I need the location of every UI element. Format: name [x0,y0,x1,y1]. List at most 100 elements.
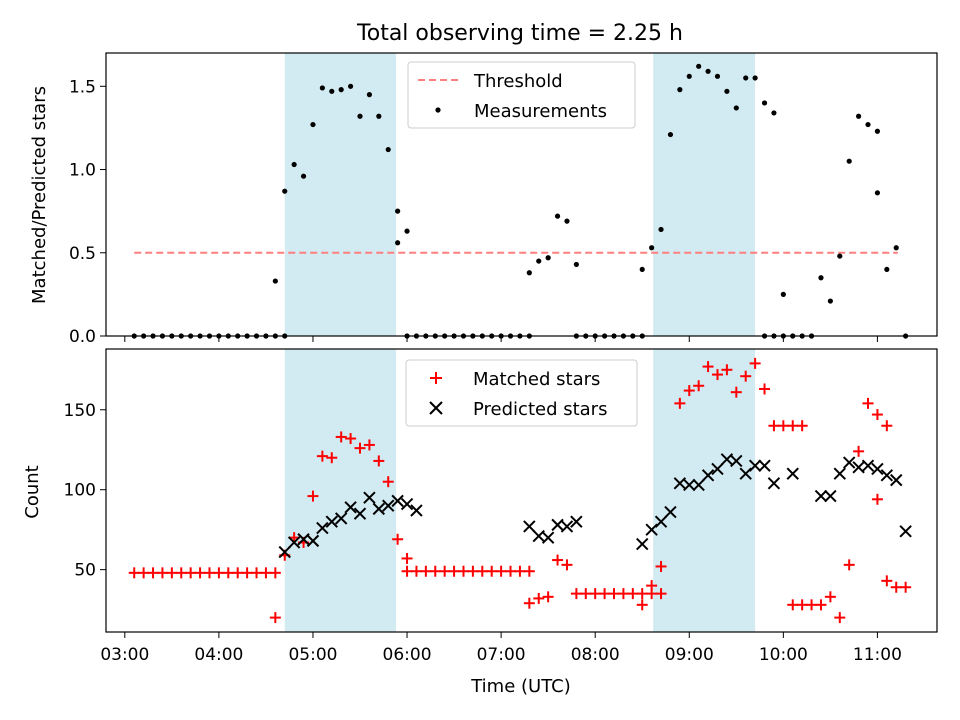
measurement-point [366,92,373,98]
predicted-star-point-b [382,499,395,512]
matched-star-point [523,597,535,609]
matched-star-point [815,599,827,611]
ratio-y-tick-label: 1.0 [69,161,96,181]
x-tick-label: 08:00 [571,645,620,665]
predicted-star-point [334,512,348,525]
matched-star-point [674,397,686,409]
predicted-star-point-b [833,467,846,480]
matched-star-point [862,397,874,409]
predicted-star-point [353,507,367,520]
predicted-star-point [570,515,583,528]
ratio-y-axis-label: Matched/Predicted stars [29,86,50,304]
matched-star-point [608,588,620,600]
predicted-legend-swatch [429,401,443,415]
matched-star-point [900,581,912,593]
measurement-point [696,63,702,69]
matched-star-point [617,588,629,600]
count-y-axis-label: Count [22,465,43,518]
measurement-point [893,245,899,251]
matched-legend-swatch [430,372,442,384]
predicted-star-point-b [316,521,329,535]
predicted-star-point-b [325,515,338,528]
ratio-shaded-interval [284,53,397,336]
predicted-star-point-b [683,478,696,492]
predicted-star-point-b [711,462,724,476]
predicted-star-point-b [353,507,367,520]
predicted-star-point [701,469,715,482]
predicted-star-point-b [297,533,310,546]
matched-star-point [232,567,244,579]
predicted-star-point-b [880,469,894,482]
measurement-point [639,266,645,273]
predicted-star-point-b [391,494,404,508]
matched-star-point [702,361,714,373]
x-tick-label: 11:00 [853,645,902,665]
matched-star-point [166,567,178,579]
measurement-point [536,258,542,264]
measurement-point [526,270,532,276]
predicted-star-point [287,536,301,549]
predicted-star-point-b [861,459,875,472]
matched-star-point [354,442,366,454]
measurement-point [282,188,288,194]
matched-star-point [326,452,338,464]
matched-star-point [363,439,375,451]
predicted-star-point [363,491,376,504]
predicted-star-point-b [400,497,414,511]
ratio-shaded-interval [653,53,756,336]
predicted-star-point-b [654,515,668,528]
predicted-legend-label: Predicted stars [473,399,607,420]
measurement-point [338,87,344,93]
matched-star-point [241,567,253,579]
count-panel: 50 100 150 03:00 04:00 05:00 06:00 07:00 08:00 0… [22,348,938,697]
predicted-star-point-b [767,477,781,490]
matched-star-point [439,565,451,577]
measurement-point [376,113,382,119]
ratio-legend-box [407,61,636,129]
matched-star-point [269,567,281,579]
measurement-point [874,128,881,134]
measurement-point [554,213,561,219]
matched-star-point [185,567,197,579]
matched-star-point [382,476,394,488]
matched-legend-label: Matched stars [473,369,600,390]
predicted-star-point [344,501,357,514]
matched-star-point [429,565,441,577]
predicted-star-point [400,497,414,511]
matched-star-point [401,565,413,577]
matched-star-point [871,409,883,421]
ratio-panel-frame [105,52,938,337]
matched-star-point [749,357,761,369]
predicted-star-point [880,469,894,482]
predicted-star-point-b [720,453,734,466]
matched-star-point [561,559,573,571]
threshold-legend-label: Threshold [473,71,563,92]
measurement-point [667,131,674,138]
predicted-star-point [532,529,545,543]
measurements-legend-label: Measurements [474,101,607,122]
ratio-y-tick-label: 1.5 [69,77,96,97]
matched-star-point [345,433,357,445]
predicted-star-point-b [842,456,856,469]
predicted-star-point-b [532,529,545,543]
predicted-star-point [278,545,291,559]
matched-star-point [420,565,432,577]
measurement-point [357,113,363,119]
measurement-point [827,298,833,304]
predicted-star-point [748,459,762,472]
ratio-y-tick-label: 0.0 [69,327,96,347]
x-tick-label: 06:00 [383,645,432,665]
predicted-star-point-b [363,491,376,504]
predicted-star-point-b [701,469,715,482]
matched-star-point [495,565,507,577]
measurement-point [837,253,843,259]
matched-star-point [871,493,883,505]
predicted-star-point [842,456,856,469]
x-tick-label: 03:00 [100,645,149,665]
matched-star-point [759,383,771,395]
predicted-star-point [654,515,668,528]
count-shaded-interval [284,349,397,632]
matched-star-point [853,445,865,457]
count-legend-box [405,359,638,427]
